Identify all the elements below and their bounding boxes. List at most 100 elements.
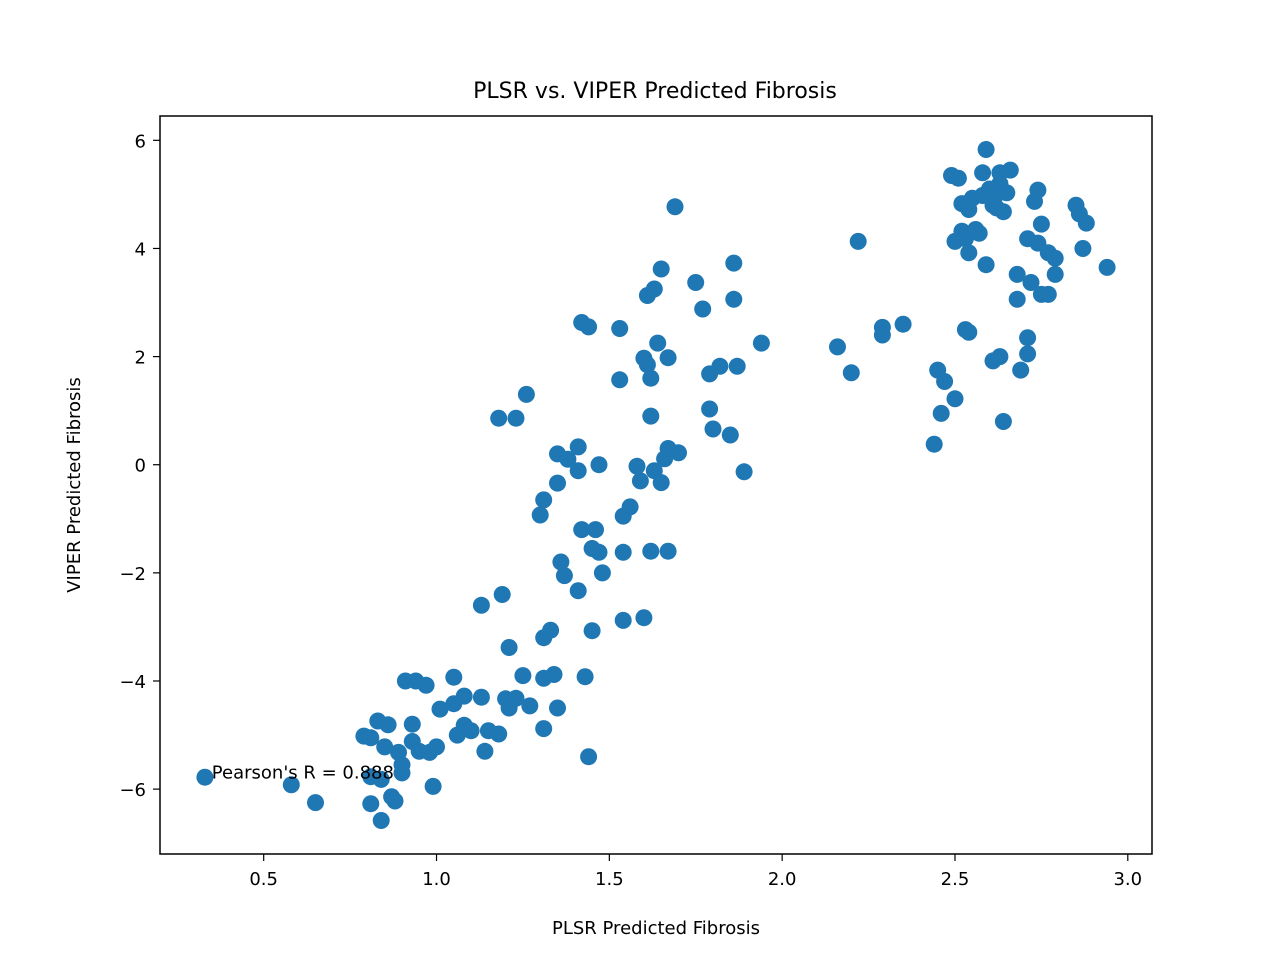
data-point bbox=[1008, 265, 1026, 283]
data-point bbox=[611, 371, 629, 389]
x-tick-label: 3.0 bbox=[1113, 869, 1142, 890]
data-point bbox=[1001, 161, 1019, 179]
y-axis-label: VIPER Predicted Fibrosis bbox=[64, 377, 85, 593]
data-point bbox=[687, 274, 705, 291]
data-point bbox=[476, 742, 494, 760]
data-point bbox=[932, 404, 950, 422]
data-point bbox=[1022, 274, 1040, 291]
x-axis-label: PLSR Predicted Fibrosis bbox=[552, 918, 760, 939]
data-point bbox=[1039, 285, 1057, 303]
data-point bbox=[428, 738, 445, 756]
data-point bbox=[725, 254, 743, 272]
data-point bbox=[946, 390, 964, 408]
data-point bbox=[1046, 265, 1064, 283]
plot-frame bbox=[159, 115, 1153, 855]
data-point bbox=[1029, 181, 1047, 199]
data-point bbox=[580, 748, 598, 766]
y-tick-label: −6 bbox=[119, 780, 146, 801]
data-point bbox=[559, 450, 577, 468]
data-point bbox=[376, 738, 394, 756]
data-point bbox=[386, 792, 404, 810]
data-points bbox=[196, 141, 1116, 829]
data-point bbox=[196, 768, 214, 786]
data-point bbox=[569, 582, 587, 600]
data-point bbox=[631, 472, 649, 490]
data-point bbox=[455, 687, 473, 705]
data-point bbox=[1074, 240, 1092, 257]
data-point bbox=[569, 462, 587, 480]
data-point bbox=[652, 260, 670, 278]
data-point bbox=[694, 300, 712, 318]
y-tick-label: 2 bbox=[135, 348, 146, 369]
data-point bbox=[994, 413, 1012, 430]
data-point bbox=[960, 323, 978, 341]
data-point bbox=[542, 621, 560, 639]
data-point bbox=[998, 184, 1016, 202]
data-point bbox=[517, 385, 535, 403]
data-point bbox=[1046, 249, 1064, 267]
data-point bbox=[649, 334, 667, 352]
x-tick-label: 2.5 bbox=[941, 869, 970, 890]
data-point bbox=[659, 542, 677, 560]
data-point bbox=[725, 290, 743, 308]
data-point bbox=[462, 722, 480, 740]
data-point bbox=[1008, 290, 1026, 308]
data-point bbox=[583, 622, 601, 640]
data-point bbox=[829, 338, 846, 356]
x-axis-ticks: 0.5 1.0 1.5 2.0 2.5 3.0 bbox=[249, 854, 1142, 890]
data-point bbox=[307, 794, 324, 812]
data-point bbox=[362, 729, 380, 747]
data-point bbox=[507, 409, 525, 427]
data-point bbox=[638, 356, 656, 374]
data-point bbox=[490, 409, 508, 427]
data-point bbox=[500, 639, 518, 656]
pearson-annotation: Pearson's R = 0.888 bbox=[212, 762, 394, 783]
data-point bbox=[552, 553, 570, 571]
data-point bbox=[642, 407, 660, 425]
data-point bbox=[569, 438, 587, 456]
data-point bbox=[590, 543, 608, 561]
data-point bbox=[490, 725, 508, 743]
data-point bbox=[974, 164, 992, 182]
data-point bbox=[593, 564, 611, 582]
data-point bbox=[507, 689, 525, 707]
data-point bbox=[642, 542, 660, 560]
data-point bbox=[842, 364, 860, 382]
data-point bbox=[535, 491, 553, 509]
data-point bbox=[994, 203, 1012, 221]
x-tick-label: 2.0 bbox=[768, 869, 797, 890]
data-point bbox=[849, 232, 867, 250]
y-tick-label: −4 bbox=[119, 672, 146, 693]
data-point bbox=[894, 315, 912, 333]
data-point bbox=[549, 474, 566, 492]
y-tick-label: 6 bbox=[135, 131, 146, 152]
data-point bbox=[614, 543, 632, 561]
data-point bbox=[555, 567, 573, 585]
data-point bbox=[949, 169, 967, 187]
data-point bbox=[445, 668, 463, 686]
data-point bbox=[282, 776, 300, 794]
data-point bbox=[514, 667, 532, 685]
data-point bbox=[970, 224, 988, 242]
data-point bbox=[549, 699, 566, 717]
data-point bbox=[635, 609, 653, 627]
data-point bbox=[704, 420, 722, 438]
x-tick-label: 1.0 bbox=[422, 869, 451, 890]
data-point bbox=[614, 611, 632, 629]
data-point bbox=[531, 506, 549, 524]
data-point bbox=[711, 357, 729, 375]
data-point bbox=[701, 400, 719, 418]
data-point bbox=[659, 349, 677, 367]
data-point bbox=[573, 521, 591, 539]
data-point bbox=[1077, 214, 1095, 232]
data-point bbox=[417, 676, 435, 694]
data-point bbox=[580, 318, 598, 336]
data-point bbox=[645, 280, 663, 298]
y-tick-label: −2 bbox=[119, 564, 146, 585]
data-point bbox=[1019, 329, 1037, 347]
chart-title: PLSR vs. VIPER Predicted Fibrosis bbox=[473, 79, 837, 104]
data-point bbox=[642, 369, 660, 387]
data-point bbox=[628, 457, 646, 475]
data-point bbox=[752, 334, 770, 352]
